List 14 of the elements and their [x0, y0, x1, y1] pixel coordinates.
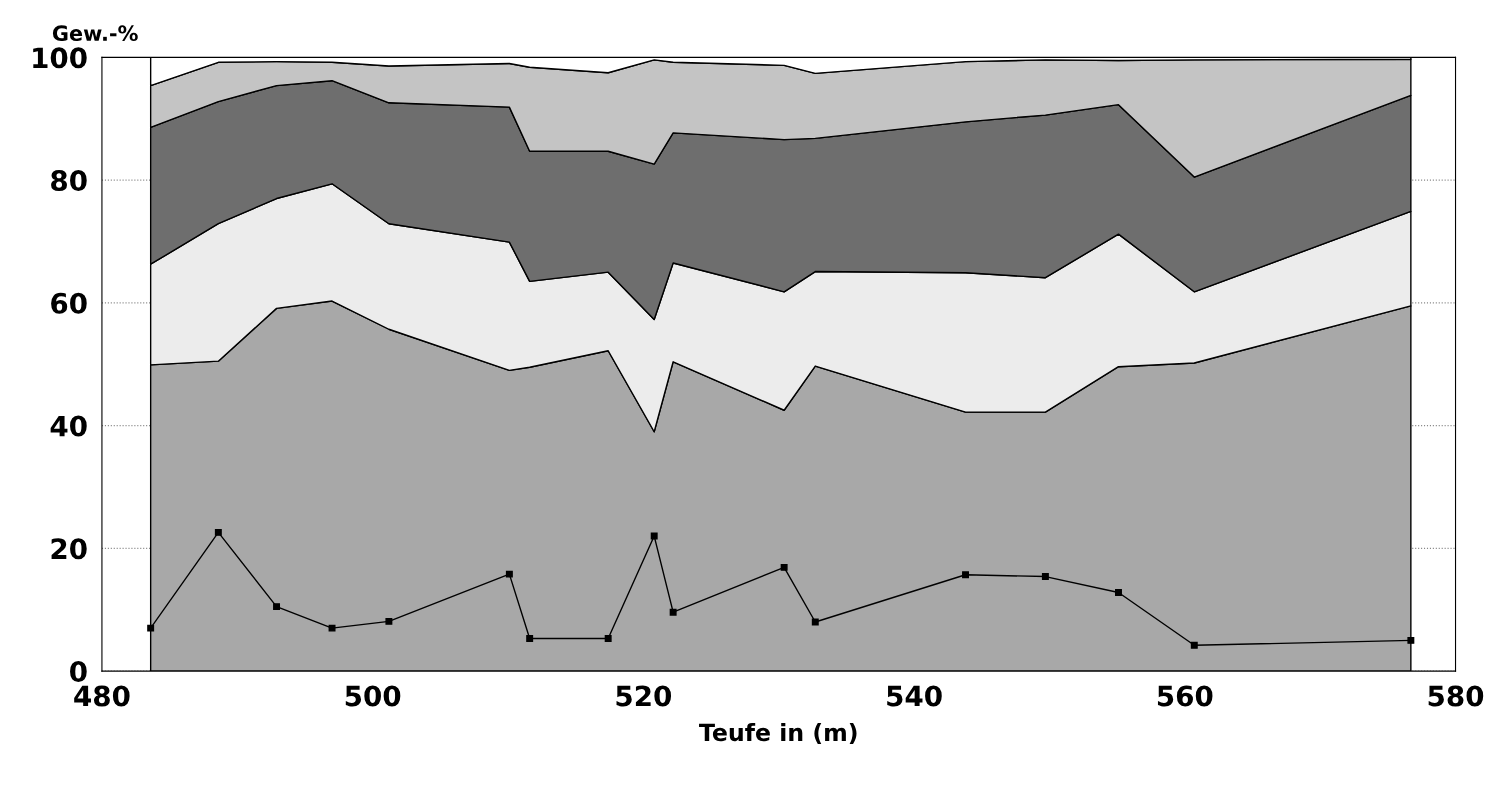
- y-tick-label: 80: [51, 170, 87, 192]
- y-axis-title: Gew.-%: [52, 25, 138, 42]
- x-tick-label: 560: [1157, 685, 1213, 707]
- x-tick-label: 520: [616, 685, 672, 707]
- x-tick-label: 480: [74, 685, 130, 707]
- y-tick-label: 40: [50, 415, 87, 437]
- y-tick-label: 20: [51, 538, 87, 560]
- y-tick-label: 100: [33, 47, 87, 69]
- x-axis-title: Teufe in (m): [699, 722, 857, 745]
- x-tick-label: 500: [345, 685, 401, 707]
- x-tick-label: 580: [1428, 685, 1484, 707]
- y-tick-label: 60: [51, 292, 87, 314]
- x-tick-label: 540: [887, 685, 942, 707]
- y-tick-label: 0: [70, 661, 87, 683]
